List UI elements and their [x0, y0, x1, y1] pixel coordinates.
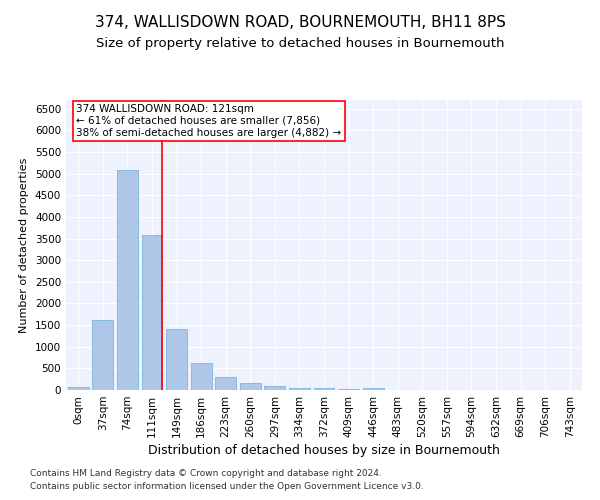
Bar	[314, 388, 334, 390]
Text: Contains HM Land Registry data © Crown copyright and database right 2024.: Contains HM Land Registry data © Crown c…	[30, 468, 382, 477]
Bar	[289, 388, 310, 390]
Bar	[338, 389, 359, 390]
Bar	[166, 329, 187, 390]
Bar	[265, 386, 286, 390]
Text: Contains public sector information licensed under the Open Government Licence v3: Contains public sector information licen…	[30, 482, 424, 491]
Bar	[362, 388, 383, 390]
Text: 374 WALLISDOWN ROAD: 121sqm
← 61% of detached houses are smaller (7,856)
38% of : 374 WALLISDOWN ROAD: 121sqm ← 61% of det…	[76, 104, 341, 138]
X-axis label: Distribution of detached houses by size in Bournemouth: Distribution of detached houses by size …	[148, 444, 500, 457]
Bar	[191, 363, 212, 390]
Bar	[68, 387, 89, 390]
Bar	[240, 384, 261, 390]
Bar	[215, 376, 236, 390]
Text: 374, WALLISDOWN ROAD, BOURNEMOUTH, BH11 8PS: 374, WALLISDOWN ROAD, BOURNEMOUTH, BH11 …	[95, 15, 505, 30]
Bar	[117, 170, 138, 390]
Y-axis label: Number of detached properties: Number of detached properties	[19, 158, 29, 332]
Text: Size of property relative to detached houses in Bournemouth: Size of property relative to detached ho…	[96, 38, 504, 51]
Bar	[92, 320, 113, 390]
Bar	[142, 236, 163, 390]
